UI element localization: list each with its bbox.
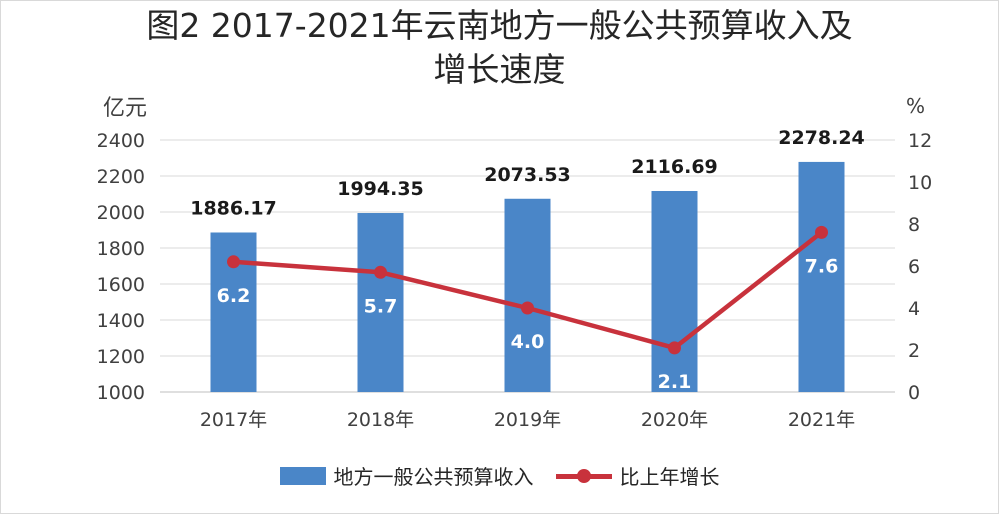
right-axis-tick-label: 12 — [908, 130, 932, 152]
x-axis-tick-label: 2020年 — [641, 409, 708, 431]
left-axis-tick-label: 1200 — [97, 346, 145, 368]
bar-value-label: 2278.24 — [778, 127, 865, 149]
bar-value-label: 2073.53 — [484, 164, 571, 186]
growth-point — [227, 255, 240, 269]
left-axis-tick-label: 1000 — [97, 382, 145, 404]
x-axis-tick-label: 2017年 — [200, 409, 267, 431]
right-axis-tick-label: 2 — [908, 340, 920, 362]
legend-label-revenue: 地方一般公共预算收入 — [333, 465, 534, 489]
left-axis-tick-label: 2400 — [97, 130, 145, 152]
legend-line-swatch — [555, 467, 612, 485]
left-axis-tick-label: 1800 — [97, 238, 145, 260]
chart-title: 图2 2017-2021年云南地方一般公共预算收入及 增长速度 — [0, 4, 999, 92]
bar — [651, 190, 698, 392]
growth-point — [521, 301, 534, 315]
growth-point — [374, 265, 387, 279]
bar — [798, 161, 845, 392]
legend-item-growth: 比上年增长 — [555, 461, 720, 490]
bar-value-label: 1886.17 — [190, 197, 277, 219]
left-axis-tick-label: 2200 — [97, 166, 145, 188]
growth-value-label: 7.6 — [805, 255, 839, 277]
right-axis-tick-label: 10 — [908, 172, 932, 194]
legend-bar-swatch — [279, 466, 326, 485]
chart-legend: 地方一般公共预算收入 比上年增长 — [0, 461, 999, 490]
legend-item-revenue: 地方一般公共预算收入 — [279, 461, 534, 490]
chart-title-line-1: 图2 2017-2021年云南地方一般公共预算收入及 — [146, 6, 853, 45]
chart-title-line-2: 增长速度 — [433, 50, 566, 89]
growth-value-label: 5.7 — [364, 295, 398, 317]
left-axis-unit: 亿元 — [103, 96, 148, 121]
right-axis-tick-label: 4 — [908, 298, 920, 320]
x-axis-tick-label: 2021年 — [788, 409, 855, 431]
growth-value-label: 4.0 — [511, 331, 545, 353]
left-axis-tick-label: 1400 — [97, 310, 145, 332]
right-axis-unit: % — [906, 94, 926, 118]
right-axis-tick-label: 6 — [908, 256, 920, 278]
growth-point — [815, 225, 828, 239]
bar — [357, 213, 404, 392]
bar-value-label: 2116.69 — [631, 156, 718, 178]
right-axis-tick-label: 0 — [908, 382, 920, 404]
x-axis-tick-label: 2018年 — [347, 409, 414, 431]
growth-value-label: 6.2 — [217, 285, 251, 307]
bar-value-label: 1994.35 — [337, 178, 424, 200]
legend-label-growth: 比上年增长 — [619, 465, 720, 489]
growth-value-label: 2.1 — [658, 371, 692, 393]
growth-point — [668, 341, 681, 355]
left-axis-tick-label: 2000 — [97, 202, 145, 224]
right-axis-tick-label: 8 — [908, 214, 920, 236]
left-axis-tick-label: 1600 — [97, 274, 145, 296]
x-axis-tick-label: 2019年 — [494, 409, 561, 431]
bar — [504, 198, 551, 392]
